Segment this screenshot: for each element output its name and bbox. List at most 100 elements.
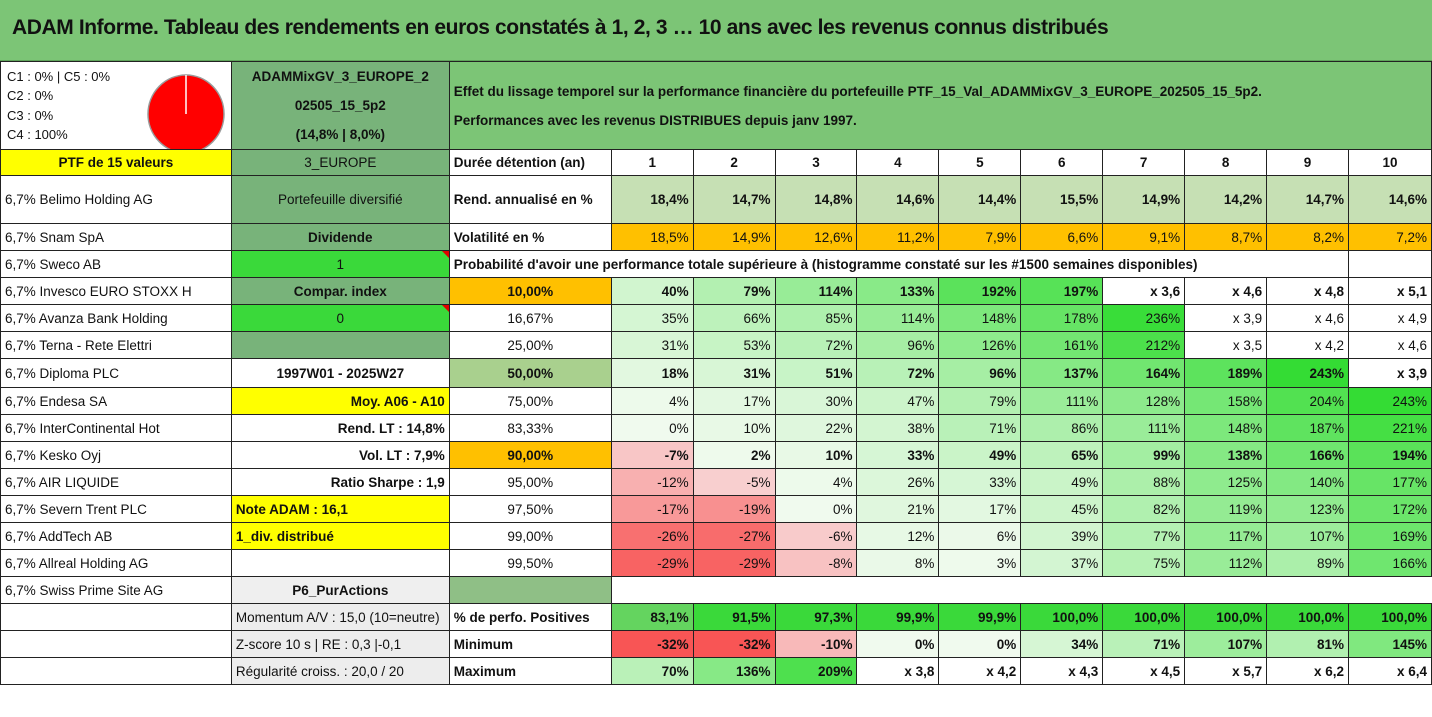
prob-11-year-4: 8% (856, 549, 940, 577)
rend-year-5: 14,4% (938, 175, 1022, 224)
rend-year-10: 14,6% (1348, 175, 1432, 224)
info-3: 1 (230, 250, 450, 278)
prob-5-year-9: 204% (1266, 387, 1350, 415)
prob-10-year-9: 107% (1266, 522, 1350, 550)
probability-row-8: 6,7% AIR LIQUIDE Ratio Sharpe : 1,9 95,00%… (0, 468, 1432, 496)
holding-12: 6,7% Severn Trent PLC (0, 495, 232, 523)
prob-7-year-9: 166% (1266, 441, 1350, 469)
rend-year-6: 15,5% (1020, 175, 1104, 224)
prob-3-year-5: 126% (938, 331, 1022, 359)
prob-3-year-8: x 3,5 (1184, 331, 1268, 359)
years-header-row: PTF de 15 valeurs 3_EUROPE Durée détention… (0, 149, 1432, 176)
holding-7: 6,7% Diploma PLC (0, 358, 232, 388)
probability-row-6: 6,7% InterContinental Hot Rend. LT : 14,8… (0, 414, 1432, 442)
holding-2: 6,7% Snam SpA (0, 223, 232, 251)
info-4: Compar. index (230, 277, 450, 305)
rend-year-4: 14,6% (856, 175, 940, 224)
rend-year-7: 14,9% (1102, 175, 1186, 224)
prob-5-year-5: 79% (938, 387, 1022, 415)
prob-7-year-2: 2% (692, 441, 776, 469)
prob-10-year-3: -6% (774, 522, 858, 550)
region-label: 3_EUROPE (230, 149, 450, 176)
prob-1-year-1: 40% (610, 277, 694, 305)
holding-5: 6,7% Avanza Bank Holding (0, 304, 232, 332)
prob-10-year-6: 39% (1020, 522, 1104, 550)
info-7: 1997W01 - 2025W27 (230, 358, 450, 388)
probability-row-10: 6,7% AddTech AB 1_div. distribué 99,00% -26… (0, 522, 1432, 550)
prob-1-year-2: 79% (692, 277, 776, 305)
year-header-4: 4 (856, 149, 940, 176)
prob-3-year-7: 212% (1102, 331, 1186, 359)
prob-11-year-6: 37% (1020, 549, 1104, 577)
prob-8-year-5: 33% (938, 468, 1022, 496)
title-bar: ADAM Informe. Tableau des rendements en … (0, 0, 1432, 61)
prob-5-year-3: 30% (774, 387, 858, 415)
rend-year-9: 14,7% (1266, 175, 1350, 224)
summary-1-year-6: 100,0% (1020, 603, 1104, 631)
prob-9-year-10: 172% (1348, 495, 1432, 523)
prob-6-year-6: 86% (1020, 414, 1104, 442)
probability-row-9: 6,7% Severn Trent PLC Note ADAM : 16,1 97,… (0, 495, 1432, 523)
year-header-1: 1 (610, 149, 694, 176)
prob-1-year-10: x 5,1 (1348, 277, 1432, 305)
summary-2-year-9: 81% (1266, 630, 1350, 658)
summary-left-1: Momentum A/V : 15,0 (10=neutre) (230, 603, 450, 631)
prob-7-year-4: 33% (856, 441, 940, 469)
holding-3: 6,7% Sweco AB (0, 250, 232, 278)
portfolio-code-line3: (14,8% | 8,0%) (295, 127, 385, 142)
effect-description: Effet du lissage temporel sur la perform… (448, 61, 1432, 150)
prob-11-year-1: -29% (610, 549, 694, 577)
prob-8-year-3: 4% (774, 468, 858, 496)
prob-5-year-1: 4% (610, 387, 694, 415)
prob-9-year-8: 119% (1184, 495, 1268, 523)
rend-year-2: 14,7% (692, 175, 776, 224)
summary-1-year-3: 97,3% (774, 603, 858, 631)
probability-level-11: 99,50% (448, 549, 612, 577)
prob-9-year-3: 0% (774, 495, 858, 523)
summary-label-1: % de perfo. Positives (448, 603, 612, 631)
prob-3-year-9: x 4,2 (1266, 331, 1350, 359)
summary-1-year-2: 91,5% (692, 603, 776, 631)
probability-level-5: 75,00% (448, 387, 612, 415)
prob-4-year-3: 51% (774, 358, 858, 388)
probability-level-7: 90,00% (448, 441, 612, 469)
prob-7-year-3: 10% (774, 441, 858, 469)
probability-row-11: 6,7% Allreal Holding AG 99,50% -29% -29% -8%… (0, 549, 1432, 577)
summary-1-year-5: 99,9% (938, 603, 1022, 631)
prob-4-year-8: 189% (1184, 358, 1268, 388)
prob-3-year-4: 96% (856, 331, 940, 359)
summary-3-year-1: 70% (610, 657, 694, 685)
blank-area (610, 576, 1432, 604)
info-2: Dividende (230, 223, 450, 251)
probability-title-end (1348, 250, 1432, 278)
probability-level-9: 97,50% (448, 495, 612, 523)
summary-left-3: Régularité croiss. : 20,0 / 20 (230, 657, 450, 685)
legend-c2: C2 : 0% (7, 88, 54, 103)
prob-10-year-2: -27% (692, 522, 776, 550)
probability-level-6: 83,33% (448, 414, 612, 442)
prob-11-year-10: 166% (1348, 549, 1432, 577)
summary-empty-2 (0, 630, 232, 658)
summary-3-year-7: x 4,5 (1102, 657, 1186, 685)
prob-2-year-1: 35% (610, 304, 694, 332)
prob-6-year-8: 148% (1184, 414, 1268, 442)
prob-9-year-2: -19% (692, 495, 776, 523)
vol-year-7: 9,1% (1102, 223, 1186, 251)
holding-13: 6,7% AddTech AB (0, 522, 232, 550)
vol-year-6: 6,6% (1020, 223, 1104, 251)
prob-3-year-2: 53% (692, 331, 776, 359)
year-header-8: 8 (1184, 149, 1268, 176)
prob-5-year-7: 128% (1102, 387, 1186, 415)
duration-label: Durée détention (an) (448, 149, 612, 176)
prob-2-year-6: 178% (1020, 304, 1104, 332)
prob-10-year-8: 117% (1184, 522, 1268, 550)
prob-1-year-3: 114% (774, 277, 858, 305)
prob-10-year-10: 169% (1348, 522, 1432, 550)
legend-c4: C4 : 100% (7, 127, 68, 142)
holding-1: 6,7% Belimo Holding AG (0, 175, 232, 224)
probability-row-3: 6,7% Terna - Rete Elettri 25,00% 31% 53% 72%… (0, 331, 1432, 359)
prob-5-year-8: 158% (1184, 387, 1268, 415)
portfolio-code-line1: ADAMMixGV_3_EUROPE_2 (251, 69, 429, 84)
prob-7-year-7: 99% (1102, 441, 1186, 469)
prob-1-year-7: x 3,6 (1102, 277, 1186, 305)
